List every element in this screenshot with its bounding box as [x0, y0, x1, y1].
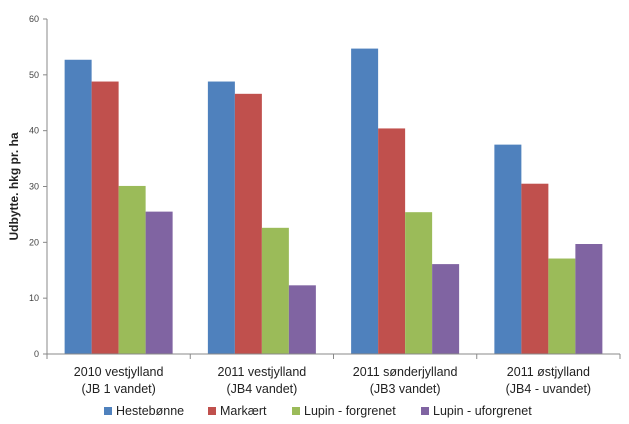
- legend-swatch: [104, 407, 112, 415]
- bars: [64, 48, 603, 355]
- bar-3-3: [405, 212, 433, 354]
- bar-4-4: [575, 244, 603, 354]
- bar-2-2: [234, 93, 262, 355]
- bar-1-2: [207, 81, 235, 355]
- category-labels: 2010 vestjylland (JB 1 vandet) 2011 vestjy…: [74, 365, 591, 396]
- legend-label: Lupin - uforgrenet: [433, 404, 532, 418]
- category-label-line1: 2011 østjylland: [507, 365, 590, 379]
- category-label-line1: 2011 sønderjylland: [353, 365, 458, 379]
- legend-swatch: [208, 407, 216, 415]
- legend-label: Lupin - forgrenet: [304, 404, 396, 418]
- legend-swatch: [292, 407, 300, 415]
- y-axis-ticks: 0 10 20 30 40 50 60: [29, 14, 47, 359]
- y-axis-title: Udbytte. hkg pr. ha: [7, 132, 21, 240]
- category-label-line1: 2011 vestjylland: [218, 365, 307, 379]
- bar-2-3: [378, 128, 406, 354]
- y-tick-label: 10: [29, 293, 39, 303]
- bar-2-1: [91, 81, 119, 355]
- legend-label: Markært: [220, 404, 267, 418]
- category-label-line2: (JB 1 vandet): [81, 382, 155, 396]
- y-tick-label: 60: [29, 14, 39, 24]
- category-label-line1: 2010 vestjylland: [74, 365, 164, 379]
- legend-label: Hestebønne: [116, 404, 184, 418]
- y-tick-label: 20: [29, 237, 39, 247]
- axes: [46, 19, 621, 359]
- bar-4-1: [145, 211, 173, 354]
- bar-4-3: [432, 264, 460, 354]
- legend: Hestebønne Markært Lupin - forgrenet Lupin …: [104, 404, 532, 418]
- y-tick-label: 50: [29, 70, 39, 80]
- y-tick-label: 30: [29, 182, 39, 192]
- category-label-line2: (JB3 vandet): [370, 382, 441, 396]
- bar-1-1: [64, 59, 92, 355]
- bar-3-4: [548, 258, 576, 354]
- category-label-line2: (JB4 vandet): [226, 382, 297, 396]
- bar-3-2: [261, 227, 289, 354]
- bar-1-3: [351, 48, 379, 354]
- bar-3-1: [118, 185, 146, 354]
- legend-swatch: [421, 407, 429, 415]
- y-tick-label: 40: [29, 126, 39, 136]
- bar-1-4: [494, 144, 522, 354]
- bar-4-2: [288, 285, 316, 354]
- category-label-line2: (JB4 - uvandet): [506, 382, 591, 396]
- y-tick-label: 0: [34, 349, 39, 359]
- bar-2-4: [521, 183, 549, 354]
